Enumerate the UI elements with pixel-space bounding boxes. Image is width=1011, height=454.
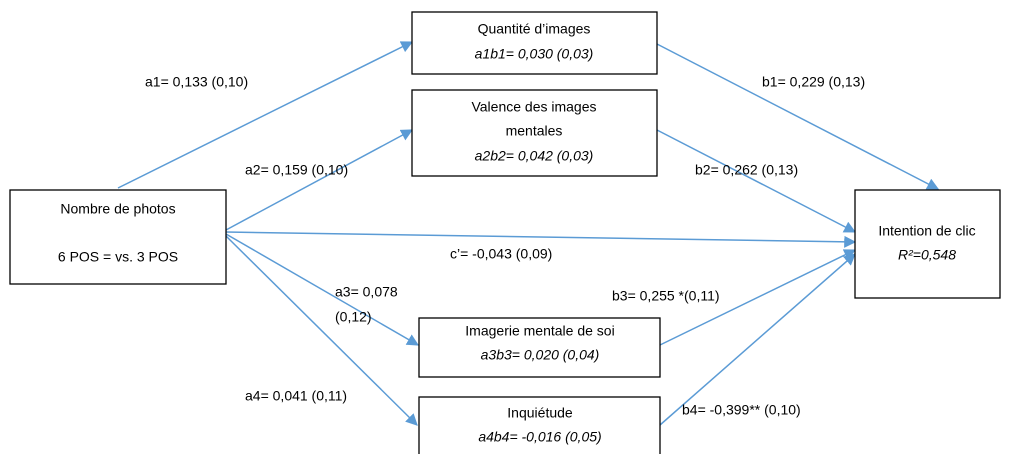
arrow — [225, 231, 857, 248]
node-box — [411, 11, 658, 75]
node-label: Nombre de photos — [60, 201, 175, 217]
node-label: mentales — [506, 123, 563, 139]
arrow — [659, 253, 856, 426]
node-labels: Nombre de photos 6 POS = vs. 3 POS Quant… — [58, 21, 976, 445]
arrow — [117, 41, 414, 189]
arrows — [117, 41, 940, 426]
node-label: R²=0,548 — [898, 247, 956, 263]
node-label: Inquiétude — [507, 405, 573, 421]
node-box — [418, 317, 661, 378]
node-box — [411, 89, 658, 177]
edge-label: b4= -0,399** (0,10) — [682, 402, 801, 418]
node-label: Quantité d’images — [478, 21, 591, 37]
node-label: a1b1= 0,030 (0,03) — [475, 46, 594, 62]
node-box — [9, 189, 227, 285]
edge-label: b1= 0,229 (0,13) — [762, 74, 865, 90]
edge-label: a2= 0,159 (0,10) — [245, 162, 348, 178]
arrow — [659, 249, 857, 346]
node-label: a2b2= 0,042 (0,03) — [475, 148, 594, 164]
node-label: Intention de clic — [878, 223, 975, 239]
arrow — [225, 235, 418, 426]
node-box — [418, 396, 661, 454]
edge-label: (0,12) — [335, 309, 372, 325]
node-label: 6 POS = vs. 3 POS — [58, 249, 178, 265]
edge-label: a4= 0,041 (0,11) — [245, 388, 347, 404]
edge-label: b2= 0,262 (0,13) — [695, 162, 798, 178]
edge-label: a3= 0,078 — [335, 284, 398, 300]
edge-label: a1= 0,133 (0,10) — [145, 74, 248, 90]
edge-label: c’= -0,043 (0,09) — [450, 246, 552, 262]
node-label: a4b4= -0,016 (0,05) — [478, 429, 601, 445]
arrow — [656, 43, 940, 190]
node-label: Valence des images — [471, 99, 596, 115]
arrow — [225, 233, 420, 346]
node-box — [854, 189, 1001, 299]
node-label: a3b3= 0,020 (0,04) — [481, 347, 600, 363]
arrow — [225, 129, 414, 231]
arrow — [656, 129, 857, 233]
edge-labels: a1= 0,133 (0,10) a2= 0,159 (0,10) c’= -0… — [145, 74, 865, 418]
edge-label: b3= 0,255 *(0,11) — [612, 288, 720, 304]
boxes — [9, 11, 1001, 454]
node-label: Imagerie mentale de soi — [465, 323, 614, 339]
